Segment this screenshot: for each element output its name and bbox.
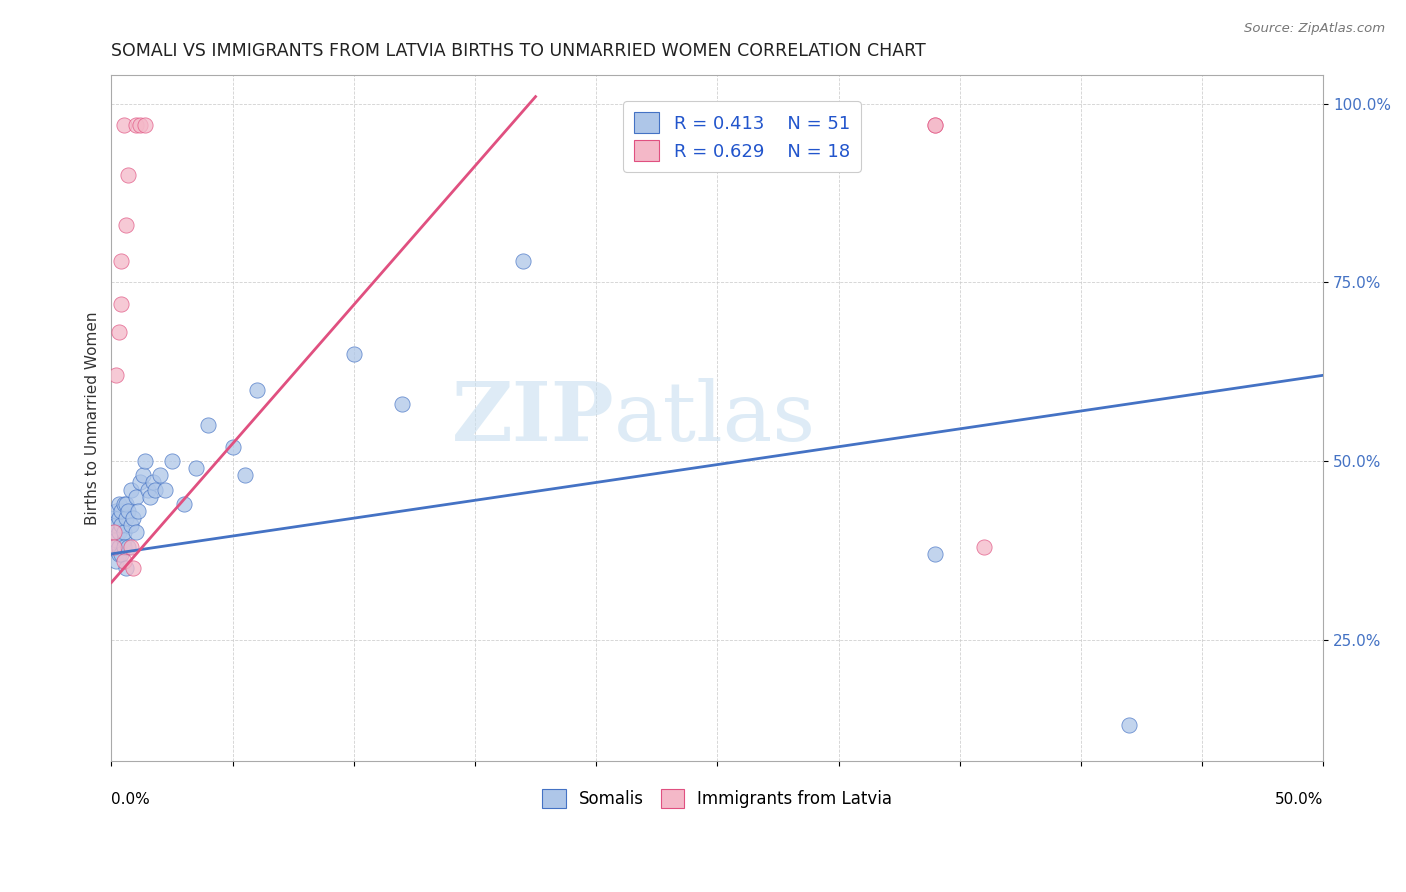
Point — [107, 326, 129, 340]
Point — [112, 118, 135, 132]
Point — [132, 468, 155, 483]
Point — [105, 518, 128, 533]
Point — [112, 540, 135, 554]
Text: 50.0%: 50.0% — [1275, 792, 1323, 807]
Point — [117, 168, 139, 182]
Point — [149, 468, 172, 483]
Point — [112, 525, 135, 540]
Text: Source: ZipAtlas.com: Source: ZipAtlas.com — [1244, 22, 1385, 36]
Point — [103, 525, 125, 540]
Point — [124, 490, 146, 504]
Legend: Somalis, Immigrants from Latvia: Somalis, Immigrants from Latvia — [536, 782, 898, 814]
Point — [117, 504, 139, 518]
Point — [105, 554, 128, 568]
Point — [103, 511, 125, 525]
Point — [103, 540, 125, 554]
Point — [124, 118, 146, 132]
Point — [103, 525, 125, 540]
Point — [110, 504, 132, 518]
Text: SOMALI VS IMMIGRANTS FROM LATVIA BIRTHS TO UNMARRIED WOMEN CORRELATION CHART: SOMALI VS IMMIGRANTS FROM LATVIA BIRTHS … — [111, 42, 927, 60]
Point — [173, 497, 195, 511]
Point — [973, 540, 995, 554]
Point — [391, 397, 413, 411]
Point — [924, 118, 946, 132]
Text: ZIP: ZIP — [451, 378, 614, 458]
Point — [105, 504, 128, 518]
Point — [112, 497, 135, 511]
Point — [107, 511, 129, 525]
Point — [160, 454, 183, 468]
Point — [120, 518, 142, 533]
Point — [197, 418, 219, 433]
Point — [115, 219, 138, 233]
Point — [112, 533, 135, 547]
Point — [110, 254, 132, 268]
Point — [107, 497, 129, 511]
Point — [1118, 718, 1140, 732]
Point — [186, 461, 208, 475]
Point — [129, 475, 152, 490]
Point — [115, 511, 138, 525]
Point — [134, 118, 156, 132]
Text: atlas: atlas — [614, 378, 817, 458]
Point — [221, 440, 243, 454]
Point — [120, 483, 142, 497]
Point — [139, 490, 162, 504]
Point — [136, 483, 159, 497]
Point — [129, 118, 152, 132]
Point — [115, 497, 138, 511]
Point — [115, 561, 138, 575]
Point — [143, 483, 166, 497]
Point — [124, 525, 146, 540]
Point — [105, 368, 128, 383]
Point — [122, 561, 145, 575]
Y-axis label: Births to Unmarried Women: Births to Unmarried Women — [86, 311, 100, 524]
Point — [107, 547, 129, 561]
Point — [110, 297, 132, 311]
Point — [233, 468, 256, 483]
Point — [512, 254, 534, 268]
Point — [107, 525, 129, 540]
Point — [246, 383, 269, 397]
Point — [127, 504, 149, 518]
Point — [103, 540, 125, 554]
Point — [343, 347, 366, 361]
Point — [153, 483, 176, 497]
Point — [134, 454, 156, 468]
Point — [142, 475, 165, 490]
Point — [924, 118, 946, 132]
Point — [112, 554, 135, 568]
Point — [122, 511, 145, 525]
Point — [110, 547, 132, 561]
Point — [924, 547, 946, 561]
Point — [105, 533, 128, 547]
Point — [117, 540, 139, 554]
Point — [110, 518, 132, 533]
Point — [120, 540, 142, 554]
Point — [107, 540, 129, 554]
Text: 0.0%: 0.0% — [111, 792, 150, 807]
